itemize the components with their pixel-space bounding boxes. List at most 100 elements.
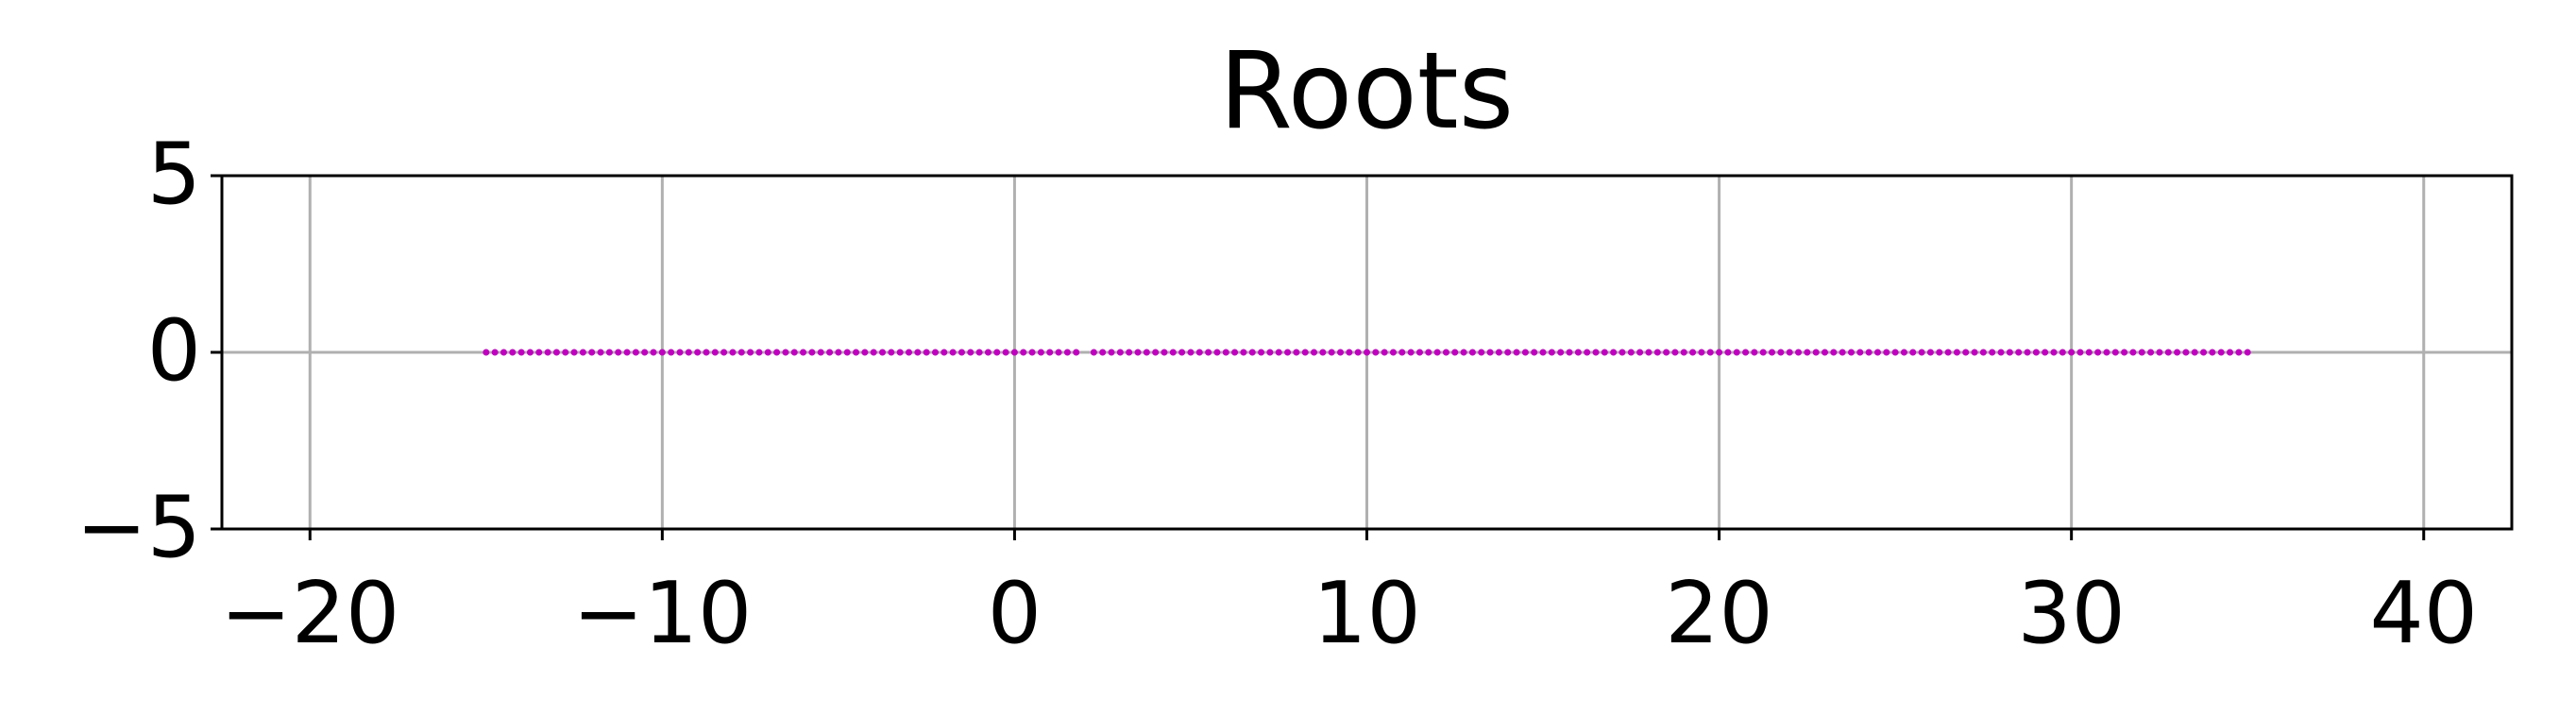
- point: [958, 349, 965, 356]
- point: [1751, 349, 1758, 356]
- point: [1240, 349, 1247, 356]
- point: [896, 349, 904, 356]
- point: [1847, 349, 1855, 356]
- point: [790, 349, 798, 356]
- point: [1918, 349, 1925, 356]
- point: [2129, 349, 2137, 356]
- point: [605, 349, 613, 356]
- point: [1822, 349, 1828, 356]
- point: [2076, 349, 2084, 356]
- point: [1099, 349, 1107, 356]
- point: [1883, 349, 1890, 356]
- point: [1037, 349, 1044, 356]
- point: [1936, 349, 1943, 356]
- point: [1073, 349, 1080, 356]
- point: [650, 349, 657, 356]
- point: [1284, 349, 1292, 356]
- point: [544, 349, 551, 356]
- point: [906, 349, 912, 356]
- point: [1627, 349, 1635, 356]
- point: [853, 349, 860, 356]
- y-tick-label: 5: [147, 125, 201, 224]
- point: [720, 349, 728, 356]
- point: [1759, 349, 1767, 356]
- point: [1769, 349, 1776, 356]
- point: [1248, 349, 1256, 356]
- point: [623, 349, 631, 356]
- point: [1425, 349, 1432, 356]
- point: [1090, 349, 1097, 356]
- point: [1126, 349, 1133, 356]
- point: [685, 349, 692, 356]
- point: [1900, 349, 1907, 356]
- point: [1442, 349, 1449, 356]
- point: [2094, 349, 2102, 356]
- point: [737, 349, 745, 356]
- point: [764, 349, 771, 356]
- point: [1742, 349, 1750, 356]
- y-tick-label: −5: [76, 478, 201, 577]
- point: [1328, 349, 1335, 356]
- point: [2024, 349, 2031, 356]
- x-tick-label: 30: [2017, 564, 2126, 663]
- point: [1415, 349, 1423, 356]
- point: [562, 349, 569, 356]
- point: [1795, 349, 1803, 356]
- point: [2103, 349, 2110, 356]
- point: [703, 349, 710, 356]
- point: [975, 349, 983, 356]
- point: [2235, 349, 2243, 356]
- point: [1979, 349, 1987, 356]
- point: [1169, 349, 1177, 356]
- point: [1010, 349, 1018, 356]
- point: [1195, 349, 1203, 356]
- point: [1222, 349, 1229, 356]
- point: [2068, 349, 2076, 356]
- point: [773, 349, 781, 356]
- point: [1873, 349, 1881, 356]
- point: [1108, 349, 1115, 356]
- point: [861, 349, 869, 356]
- point: [1213, 349, 1221, 356]
- point: [1962, 349, 1970, 356]
- point: [2174, 349, 2181, 356]
- point: [2050, 349, 2058, 356]
- point: [579, 349, 586, 356]
- point: [632, 349, 639, 356]
- point: [597, 349, 604, 356]
- point: [1636, 349, 1644, 356]
- point: [870, 349, 877, 356]
- point: [1266, 349, 1274, 356]
- point: [2085, 349, 2093, 356]
- point: [1275, 349, 1282, 356]
- point: [1301, 349, 1309, 356]
- point: [1663, 349, 1670, 356]
- point: [1398, 349, 1406, 356]
- point: [817, 349, 824, 356]
- point: [755, 349, 763, 356]
- point: [2156, 349, 2163, 356]
- point: [1953, 349, 1960, 356]
- point: [1116, 349, 1124, 356]
- point: [1909, 349, 1917, 356]
- point: [552, 349, 560, 356]
- point: [1134, 349, 1142, 356]
- point: [1513, 349, 1520, 356]
- point: [1002, 349, 1009, 356]
- point: [843, 349, 851, 356]
- point: [1671, 349, 1679, 356]
- point: [1777, 349, 1785, 356]
- point: [1645, 349, 1652, 356]
- point: [1495, 349, 1502, 356]
- point: [1812, 349, 1820, 356]
- point: [1706, 349, 1714, 356]
- point: [1046, 349, 1054, 356]
- point: [1504, 349, 1512, 356]
- point: [1997, 349, 2005, 356]
- point: [491, 349, 499, 356]
- point: [1152, 349, 1160, 356]
- point: [1733, 349, 1740, 356]
- point: [826, 349, 834, 356]
